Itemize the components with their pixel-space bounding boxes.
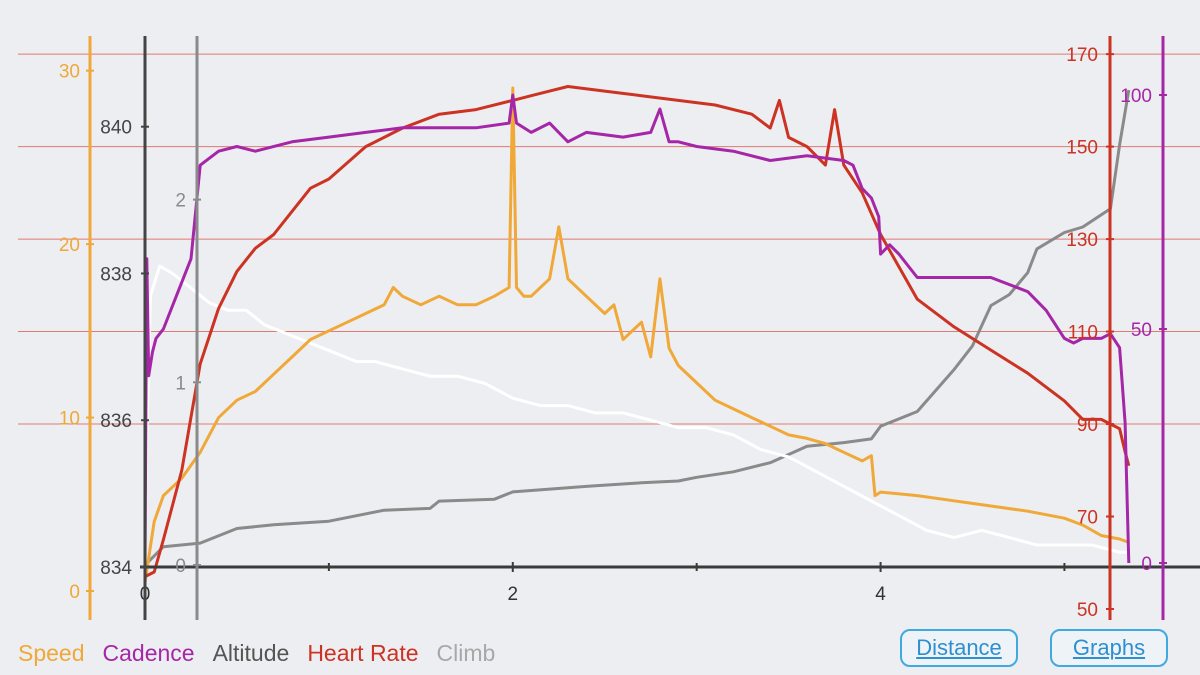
x-tick-label: 2 [507,584,518,605]
speed-tick-label: 0 [69,582,80,603]
altitude-tick-label: 840 [100,118,132,139]
series-heart-rate-line [144,85,1131,578]
legend-heart-rate[interactable]: Heart Rate [307,640,419,666]
cadence-tick-label: 50 [1131,320,1152,341]
legend-altitude[interactable]: Altitude [212,640,290,666]
cadence-tick-label: 100 [1120,86,1152,107]
speed-tick-label: 30 [59,62,80,83]
chart-legend: Speed Cadence Altitude Heart Rate Climb [18,640,495,667]
series-speed-line [143,86,1130,583]
altitude-tick-label: 836 [100,411,132,432]
heart-rate-tick-label: 170 [1066,45,1098,66]
heart-rate-tick-label: 150 [1066,138,1098,159]
heart-rate-tick-label: 130 [1066,230,1098,251]
activity-chart: 0 2 4 0 10 20 30 834 836 838 840 0 1 2 50 70 90 110 130 150… [18,36,1200,621]
climb-tick-label: 0 [175,556,186,577]
speed-tick-label: 10 [59,409,80,430]
heart-rate-tick-label: 110 [1068,323,1098,344]
series-climb-line [143,89,1131,567]
climb-tick-label: 1 [175,373,186,394]
legend-climb[interactable]: Climb [436,640,496,666]
heart-rate-tick-label: 50 [1077,600,1098,621]
graphs-button[interactable]: Graphs [1050,629,1168,667]
heart-rate-tick-label: 70 [1077,508,1098,529]
altitude-tick-label: 838 [100,264,132,285]
heart-rate-tick-label: 90 [1077,415,1098,436]
legend-cadence[interactable]: Cadence [102,640,195,666]
distance-button[interactable]: Distance [900,629,1018,667]
altitude-tick-label: 834 [100,558,132,579]
series-altitude-line [143,264,1129,554]
cadence-tick-label: 0 [1141,554,1152,575]
x-tick-label: 4 [875,584,886,605]
legend-speed[interactable]: Speed [18,640,85,666]
climb-tick-label: 2 [175,191,186,212]
speed-tick-label: 20 [59,235,80,256]
series-cadence-line [143,93,1131,564]
